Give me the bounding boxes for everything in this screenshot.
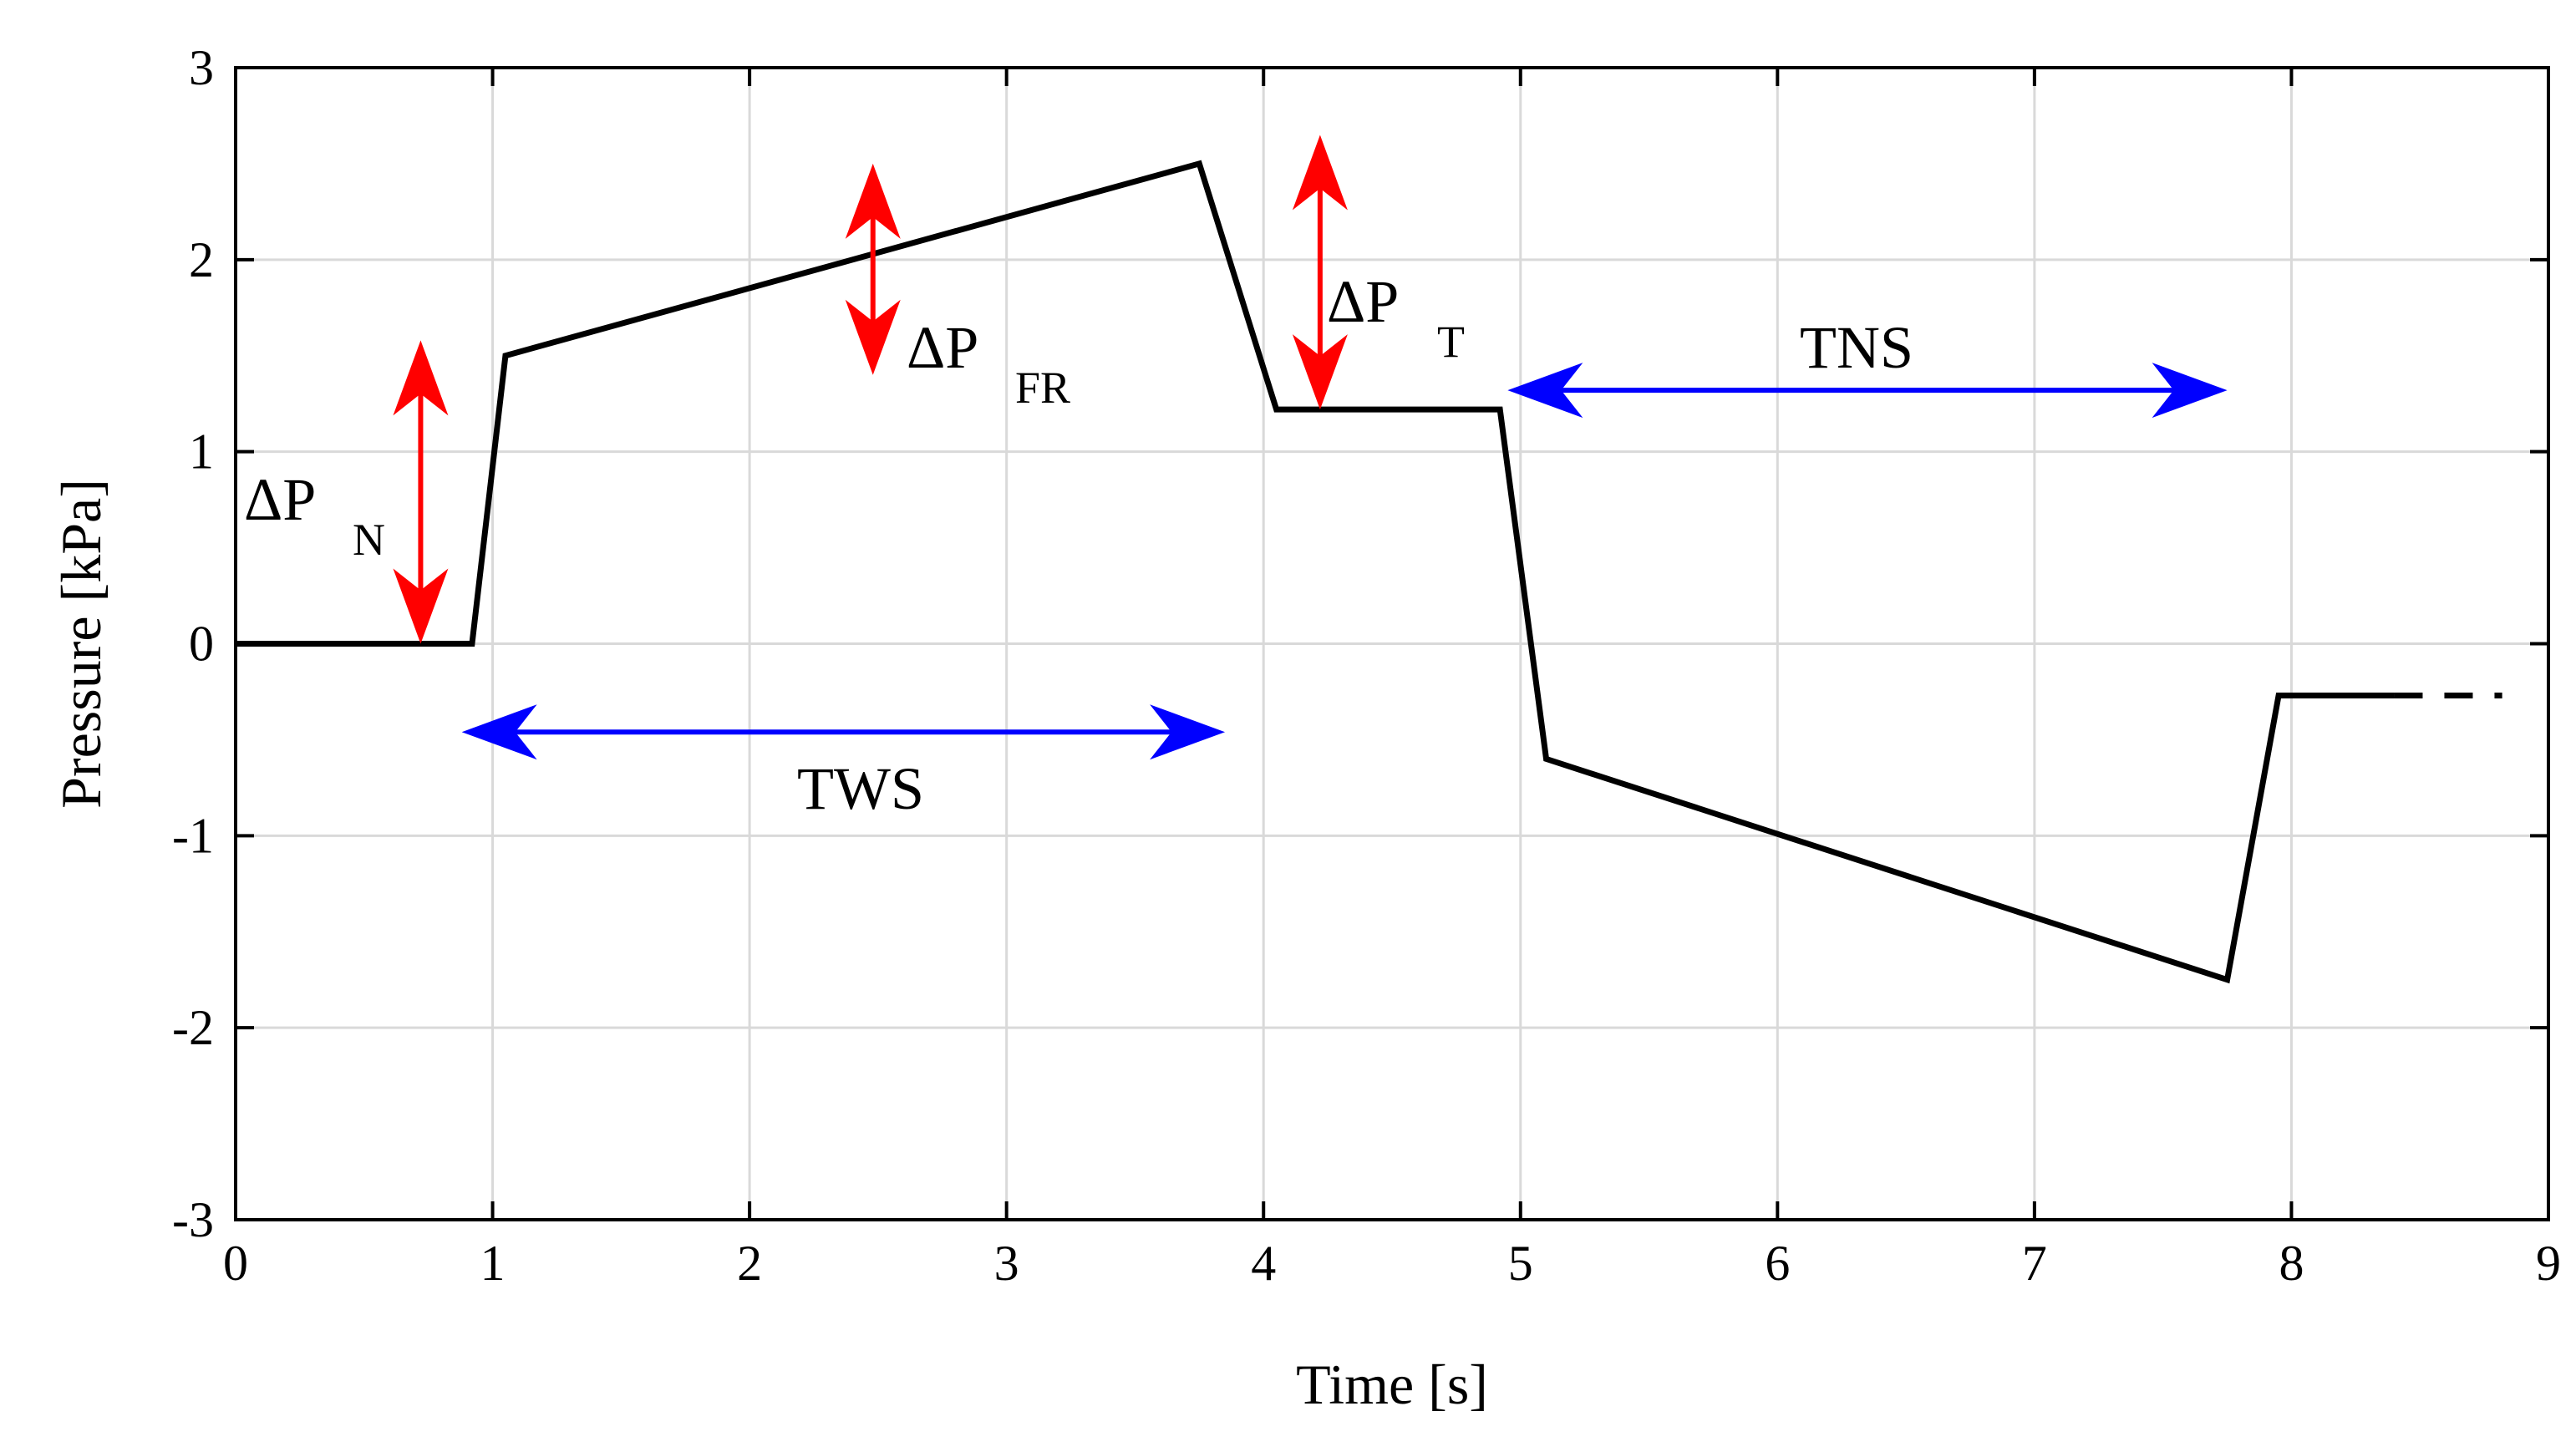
x-tick-label: 3 bbox=[994, 1236, 1019, 1291]
arrow-head-tws-right bbox=[1150, 704, 1226, 760]
x-tick-label: 5 bbox=[1508, 1236, 1533, 1291]
series-line-pressure bbox=[236, 160, 2395, 984]
y-tick-label: -2 bbox=[172, 1000, 214, 1055]
series-layer bbox=[236, 160, 2502, 984]
annotation-sublabel-dpfr: FR bbox=[1015, 363, 1070, 413]
arrow-head-dpt-top bbox=[1292, 135, 1348, 211]
grid-lines bbox=[234, 66, 2550, 1221]
annotation-label-dpt: ΔP bbox=[1327, 268, 1399, 335]
x-tick-label: 2 bbox=[737, 1236, 762, 1291]
annotation-sublabel-dpt: T bbox=[1437, 317, 1465, 367]
y-tick-label: -1 bbox=[172, 808, 214, 863]
x-tick-label: 0 bbox=[223, 1236, 248, 1291]
annotation-sublabel-dpn: N bbox=[353, 515, 385, 565]
annotation-label-dpfr: ΔP bbox=[907, 314, 978, 381]
y-tick-label: 0 bbox=[189, 617, 214, 672]
x-tick-label: 8 bbox=[2279, 1236, 2304, 1291]
x-tick-label: 6 bbox=[1765, 1236, 1790, 1291]
y-axis-label: Pressure [kPa] bbox=[49, 479, 113, 809]
arrow-head-tns-left bbox=[1507, 363, 1583, 419]
arrow-head-dpfr-top bbox=[845, 163, 901, 239]
x-tick-label: 9 bbox=[2536, 1236, 2561, 1291]
x-tick-label: 1 bbox=[480, 1236, 506, 1291]
arrow-head-dpn-bottom bbox=[393, 568, 449, 644]
annotation-layer: ΔP N ΔP FR ΔP T TWS TNS bbox=[244, 135, 2228, 822]
annotation-label-tws: TWS bbox=[797, 755, 924, 822]
x-tick-label: 7 bbox=[2022, 1236, 2047, 1291]
arrow-head-tns-right bbox=[2152, 363, 2228, 419]
arrow-head-dpfr-bottom bbox=[845, 299, 901, 375]
annotation-label-dpn: ΔP bbox=[244, 466, 316, 533]
y-tick-label: 1 bbox=[189, 424, 214, 480]
arrow-head-tws-left bbox=[461, 704, 537, 760]
x-tick-label: 4 bbox=[1251, 1236, 1276, 1291]
arrow-head-dpt-bottom bbox=[1292, 334, 1348, 410]
annotation-label-tns: TNS bbox=[1800, 314, 1913, 381]
y-tick-label: -3 bbox=[172, 1192, 214, 1247]
y-tick-label: 3 bbox=[189, 40, 214, 95]
arrow-head-dpn-top bbox=[393, 340, 449, 416]
axis-ticks: 0 1 2 3 4 5 6 7 8 9 3 2 1 0 -1 -2 -3 bbox=[172, 40, 2561, 1291]
y-tick-label: 2 bbox=[189, 232, 214, 287]
x-axis-label: Time [s] bbox=[1296, 1353, 1488, 1416]
